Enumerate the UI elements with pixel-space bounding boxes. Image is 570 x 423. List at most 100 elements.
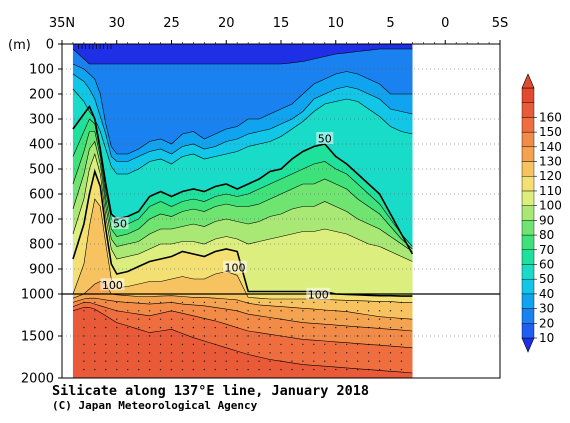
sample-dot [280, 310, 282, 312]
x-tick-label: 30 [108, 16, 125, 31]
sample-dot [137, 343, 140, 346]
sample-dot [116, 352, 118, 354]
sample-dot [258, 343, 260, 346]
y-tick-label: 700 [29, 213, 54, 228]
colorbar-label: 110 [539, 184, 562, 198]
sample-dot [105, 368, 107, 371]
colorbar-swatch [521, 146, 535, 162]
sample-dot [94, 301, 96, 304]
sample-dot [247, 352, 249, 354]
sample-dot [269, 352, 271, 354]
contour-label: 100 [308, 288, 329, 301]
sample-dot [335, 368, 337, 371]
sample-dot [258, 352, 260, 354]
sample-dot [356, 310, 359, 312]
sample-dot [378, 343, 381, 346]
sample-dot [192, 310, 195, 312]
sample-dot [214, 352, 216, 354]
sample-dot [94, 343, 96, 346]
contour-line-80 [72, 140, 413, 252]
sample-dot [236, 335, 238, 337]
sample-dot [83, 352, 85, 354]
sample-dot [247, 335, 249, 337]
sample-dot [302, 318, 304, 320]
sample-dot [269, 301, 271, 304]
sample-dot [389, 318, 392, 320]
sample-dot [236, 343, 238, 346]
gridlines [62, 68, 500, 337]
sample-dot [225, 335, 227, 337]
sample-dot [181, 352, 184, 354]
colorbar-swatch [521, 278, 535, 295]
colorbar-swatch [521, 117, 535, 133]
colorbar-label: 50 [539, 272, 554, 286]
sample-dot [291, 301, 293, 304]
sample-dot [181, 301, 184, 304]
sample-dot [367, 360, 370, 362]
sample-dot [236, 301, 238, 304]
sample-dot [148, 360, 151, 362]
colorbar-label: 60 [539, 257, 554, 271]
sample-dot [203, 301, 206, 304]
colorbar-label: 70 [539, 243, 554, 257]
sample-dot [258, 326, 260, 329]
contour-label-bg [111, 217, 129, 229]
sample-dot [170, 326, 173, 329]
sample-dot [94, 310, 96, 312]
x-tick-label: 20 [218, 16, 235, 31]
sample-dot [400, 368, 403, 371]
colorbar-label: 30 [539, 302, 554, 316]
contour-label-bg [100, 278, 125, 291]
sample-dot [127, 360, 129, 362]
sample-dot [356, 326, 359, 329]
sample-dot [225, 310, 227, 312]
sample-dot [313, 326, 315, 329]
colorbar-swatch [521, 220, 535, 236]
sample-dot [181, 343, 184, 346]
sample-dot [116, 301, 118, 304]
sample-dot [356, 360, 359, 362]
sample-dot [302, 310, 304, 312]
sample-dot [313, 343, 315, 346]
sample-dot [105, 310, 107, 312]
contour-label: 50 [113, 218, 127, 231]
contour-line-30 [72, 73, 413, 162]
sample-dot [94, 368, 96, 371]
sample-dot [83, 368, 85, 371]
sample-dot [181, 360, 184, 362]
contour-line-70 [72, 131, 413, 250]
sample-dot [378, 335, 381, 337]
sample-dot [203, 326, 206, 329]
sample-dot [302, 368, 304, 371]
sample-dot [378, 318, 381, 320]
sample-dot [225, 343, 227, 346]
sample-dot [94, 318, 96, 320]
sample-dot [181, 335, 184, 337]
sample-dot [203, 360, 206, 362]
sample-dot [148, 343, 151, 346]
sample-dot [400, 318, 403, 320]
sample-dot [170, 360, 173, 362]
sample-dot [356, 368, 359, 371]
colorbar-label: 120 [539, 169, 562, 183]
sample-dot [225, 301, 227, 304]
sample-dot [291, 326, 293, 329]
sample-dot [148, 318, 151, 320]
sample-dot [83, 326, 85, 329]
x-tick-label: 35N [49, 16, 75, 31]
sample-dot [291, 368, 293, 371]
sample-dot [214, 310, 216, 312]
sample-dot [335, 326, 337, 329]
sample-dot [127, 318, 129, 320]
sample-dot [127, 310, 129, 312]
sample-dot [127, 368, 129, 371]
sample-dot [346, 352, 348, 354]
sample-dot [335, 335, 337, 337]
colorbar-swatch [521, 176, 535, 192]
sample-dot [192, 326, 195, 329]
sample-dot [137, 335, 140, 337]
sample-dot [258, 301, 260, 304]
sample-dot [269, 343, 271, 346]
sample-dot [324, 360, 326, 362]
sample-dot [324, 335, 326, 337]
